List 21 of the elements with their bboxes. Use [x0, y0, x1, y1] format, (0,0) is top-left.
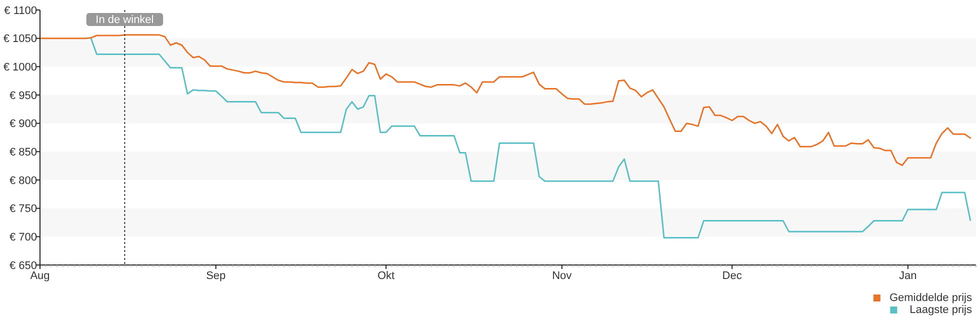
annotation: In de winkel [96, 14, 154, 26]
y-tick-label: € 1000 [3, 62, 37, 74]
line-series [90, 38, 972, 239]
legend-label: Laagste prijs [910, 304, 972, 316]
y-tick-label: € 1100 [4, 4, 37, 17]
y-tick-label: € 850 [9, 146, 37, 159]
y-tick-label: € 1050 [3, 33, 37, 46]
legend-label: Gemiddelde prijs [889, 292, 972, 304]
x-tick-label: Dec [722, 270, 742, 282]
x-tick-label: Nov [552, 270, 572, 282]
x-tick-label: Okt [377, 270, 395, 282]
y-tick-label: € 900 [9, 118, 37, 130]
y-tick-label: € 950 [9, 90, 37, 102]
y-tick-label: € 700 [9, 232, 37, 244]
x-tick-label: Sep [206, 270, 226, 282]
x-tick-label: Jan [899, 270, 917, 282]
y-tick-label: € 750 [9, 203, 37, 216]
line-series [39, 34, 972, 166]
y-tick-label: € 650 [9, 260, 37, 272]
y-tick-label: € 800 [9, 174, 37, 187]
x-tick-label: Aug [30, 270, 50, 282]
